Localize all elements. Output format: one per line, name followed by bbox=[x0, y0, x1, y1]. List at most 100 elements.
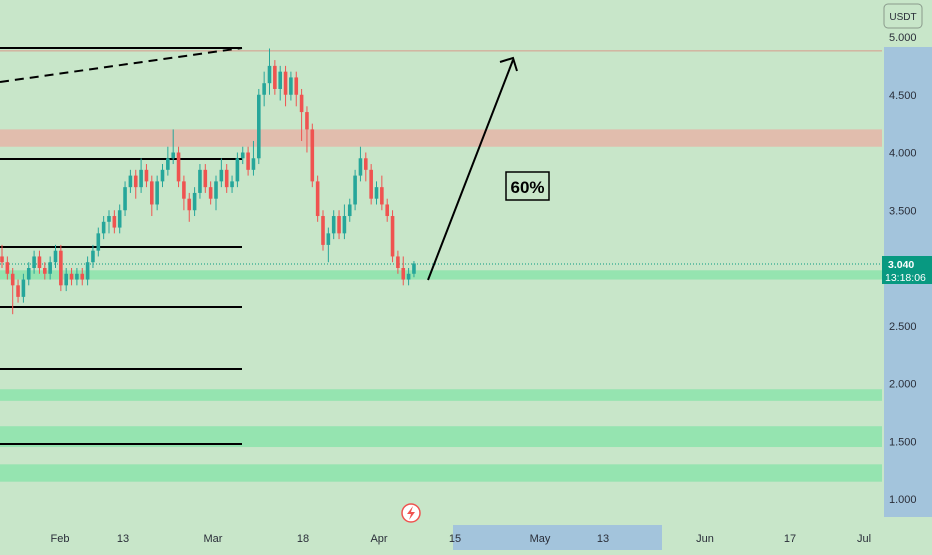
candle bbox=[412, 261, 416, 278]
candle bbox=[0, 244, 4, 268]
candle bbox=[187, 192, 192, 222]
candle bbox=[262, 71, 266, 107]
countdown-value: 13:18:06 bbox=[885, 272, 926, 284]
zones-layer bbox=[0, 129, 882, 482]
candle bbox=[182, 175, 186, 211]
candle bbox=[107, 210, 111, 234]
candle bbox=[128, 169, 133, 193]
candle bbox=[299, 88, 304, 141]
candle bbox=[353, 169, 357, 211]
x-tick-label: Apr bbox=[370, 533, 387, 545]
candle bbox=[240, 146, 245, 165]
candle bbox=[246, 146, 250, 176]
currency-label: USDT bbox=[889, 12, 916, 23]
candle bbox=[358, 146, 363, 182]
y-tick-label: 3.500 bbox=[889, 205, 917, 217]
currency-button[interactable]: USDT bbox=[883, 3, 923, 29]
candle bbox=[91, 244, 95, 268]
candle bbox=[374, 181, 379, 205]
candle bbox=[230, 175, 234, 193]
candle bbox=[315, 175, 320, 222]
candle bbox=[176, 146, 181, 188]
candle bbox=[48, 256, 52, 280]
support-zone[interactable] bbox=[0, 270, 882, 280]
candle bbox=[53, 244, 58, 268]
y-tick-label: 1.000 bbox=[889, 494, 917, 506]
candle bbox=[75, 268, 79, 286]
candle bbox=[16, 279, 20, 303]
target-arrow-line[interactable] bbox=[427, 59, 514, 281]
candle bbox=[406, 268, 411, 286]
candle bbox=[267, 48, 272, 95]
candle bbox=[64, 268, 68, 292]
candle bbox=[305, 106, 309, 153]
candle bbox=[347, 198, 352, 222]
x-tick-label: 17 bbox=[784, 533, 796, 545]
x-tick-label: May bbox=[530, 533, 551, 545]
x-tick-label: Feb bbox=[51, 533, 70, 545]
annotation-box[interactable]: 60% bbox=[505, 171, 550, 201]
annotation-text: 60% bbox=[510, 178, 544, 197]
candle bbox=[396, 250, 400, 274]
candle bbox=[283, 65, 288, 107]
candle bbox=[214, 175, 218, 211]
candle bbox=[203, 164, 208, 193]
candle bbox=[310, 123, 315, 188]
time-axis[interactable]: Feb 13 Mar 18 Apr 15 May 13 Jun 17 Jul bbox=[51, 533, 872, 545]
target-arrow-head bbox=[499, 56, 518, 72]
candle bbox=[390, 210, 395, 263]
candle bbox=[208, 181, 213, 205]
candle bbox=[401, 256, 406, 286]
candle bbox=[166, 146, 170, 176]
candle bbox=[364, 152, 368, 182]
current-price-value: 3.040 bbox=[888, 259, 914, 271]
resistance-zone[interactable] bbox=[0, 129, 882, 147]
candle bbox=[37, 250, 42, 274]
candle bbox=[155, 175, 159, 211]
candle bbox=[369, 164, 373, 205]
candle bbox=[224, 164, 229, 193]
candle bbox=[331, 210, 336, 240]
candle bbox=[160, 164, 165, 188]
candle bbox=[21, 273, 26, 303]
candle bbox=[150, 175, 154, 217]
candle bbox=[144, 164, 149, 188]
candle bbox=[198, 164, 202, 199]
candle bbox=[117, 204, 122, 234]
candle bbox=[112, 210, 117, 234]
candle bbox=[26, 262, 31, 286]
lightning-icon[interactable] bbox=[401, 503, 421, 523]
candle bbox=[294, 71, 299, 107]
candle bbox=[32, 250, 36, 274]
dashed-trend-line[interactable] bbox=[0, 47, 243, 83]
candle bbox=[10, 268, 15, 315]
y-tick-label: 1.500 bbox=[889, 436, 917, 448]
candle bbox=[192, 187, 197, 217]
candle bbox=[380, 175, 384, 211]
candle bbox=[133, 169, 138, 199]
candle bbox=[273, 60, 277, 95]
x-tick-label: 13 bbox=[597, 533, 609, 545]
candle bbox=[59, 244, 63, 292]
candle bbox=[278, 65, 282, 101]
candle bbox=[289, 71, 293, 101]
candle bbox=[219, 158, 224, 188]
candle bbox=[257, 88, 261, 165]
y-tick-label: 2.500 bbox=[889, 321, 917, 333]
candle bbox=[5, 256, 10, 280]
candles-layer bbox=[0, 48, 416, 315]
support-zone[interactable] bbox=[0, 426, 882, 448]
candle bbox=[337, 210, 341, 240]
candle bbox=[69, 268, 74, 286]
candle bbox=[85, 256, 90, 286]
candle bbox=[96, 227, 101, 257]
price-axis[interactable]: 5.0004.5004.0003.5003.0002.5002.0001.500… bbox=[889, 32, 917, 506]
support-zone[interactable] bbox=[0, 464, 882, 482]
candle bbox=[342, 204, 347, 240]
support-zone[interactable] bbox=[0, 389, 882, 401]
x-tick-label: 13 bbox=[117, 533, 129, 545]
y-tick-label: 4.000 bbox=[889, 148, 917, 160]
candle bbox=[235, 152, 240, 188]
